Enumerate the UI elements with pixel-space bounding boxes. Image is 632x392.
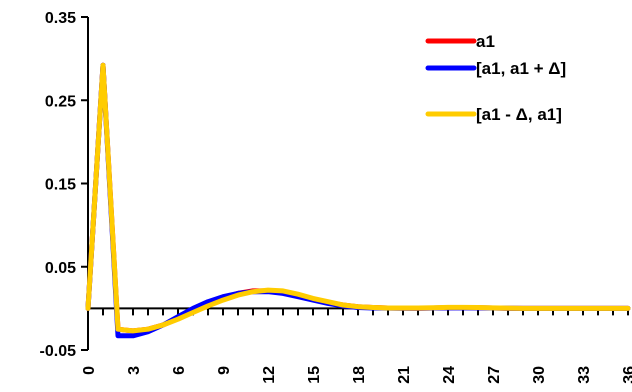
y-tick-label: 0.35 <box>45 10 76 27</box>
x-tick-label: 3 <box>126 366 143 375</box>
x-tick-label: 15 <box>306 366 323 384</box>
legend: a1 [a1, a1 + Δ] [a1 - Δ, a1] <box>425 32 566 124</box>
x-tick-label: 30 <box>531 366 548 384</box>
x-tick-label: 6 <box>171 366 188 375</box>
x-tick-label: 33 <box>576 366 593 384</box>
y-tick-label: 0.15 <box>45 177 76 194</box>
x-tick-label: 9 <box>216 366 233 375</box>
x-tick-label: 21 <box>396 366 413 384</box>
legend-label: [a1 - Δ, a1] <box>476 105 562 124</box>
x-tick-label: 0 <box>81 366 98 375</box>
legend-label: [a1, a1 + Δ] <box>476 59 566 78</box>
y-tick-label: 0.25 <box>45 93 76 110</box>
x-tick-label: 24 <box>441 366 458 384</box>
y-tick-label: 0.05 <box>45 260 76 277</box>
y-tick-label: -0.05 <box>40 343 77 360</box>
series-lines <box>85 62 631 339</box>
x-tick-label: 27 <box>486 366 503 384</box>
series-line-3 <box>85 62 631 334</box>
x-tick-label: 12 <box>261 366 278 384</box>
x-tick-label: 36 <box>621 366 632 384</box>
legend-label: a1 <box>476 32 495 51</box>
x-tick-label: 18 <box>351 366 368 384</box>
